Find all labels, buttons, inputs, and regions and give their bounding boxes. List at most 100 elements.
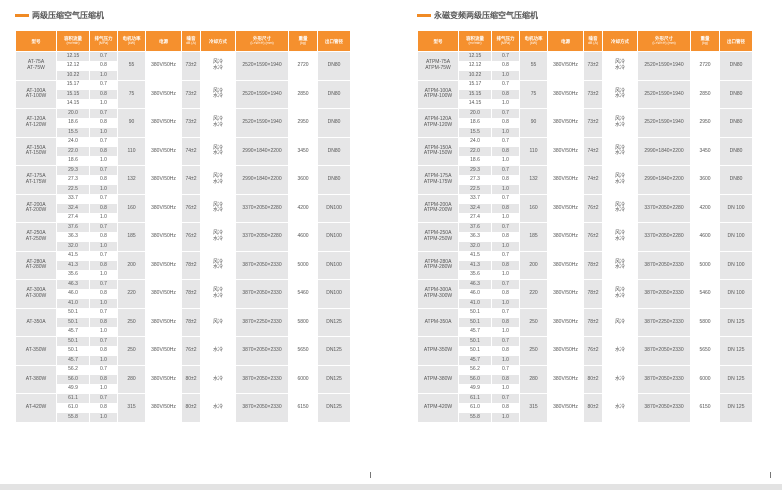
text-line: AT-120A <box>26 116 46 123</box>
text-line: 水冷 <box>212 150 223 157</box>
outlet-cell: DN 125 <box>720 394 752 422</box>
pressure-cell: 0.8 <box>90 318 117 327</box>
flow-cell: 18.6 <box>470 157 480 163</box>
dims-cell: 2520×1590×1940 <box>638 80 690 108</box>
flow-cell: 15.5 <box>57 128 89 137</box>
flow-cell: 32.4 <box>57 204 89 213</box>
left-spec-table: 型号 容积流量 (m³/min) 排气压力 (MPa) 电机功率 (kW) 电源 噪音 dB (A… <box>15 30 351 423</box>
pressure-cell: 1.0 <box>90 242 117 251</box>
text-line: 风冷 <box>212 59 223 66</box>
text-line: 水冷 <box>614 93 625 100</box>
supply-cell: 380V/50Hz <box>553 318 578 325</box>
cooling-cell: 风冷 水冷 <box>603 280 637 308</box>
header-label: 型号 <box>433 38 443 44</box>
flow-cell: 56.0 <box>459 375 491 384</box>
flow-cell: 33.7 <box>68 195 78 201</box>
text-line: AT-75W <box>27 64 45 71</box>
pressure-cell: 0.7 <box>492 223 519 232</box>
text-line: AT-200W <box>25 207 47 214</box>
flow-cell: 41.0 <box>459 299 491 308</box>
flow-cell: 37.6 <box>459 223 491 232</box>
flow-cell: 50.1 <box>470 309 480 315</box>
header-supply: 电源 <box>146 31 181 51</box>
text-line: AT-100W <box>25 93 47 100</box>
flow-cell: 50.1 <box>470 347 480 353</box>
power-cell: 132 <box>520 166 547 194</box>
pressure-cell: 1.0 <box>502 385 509 391</box>
weight-cell: 2850 <box>699 90 711 97</box>
cooling-cell: 水冷 <box>603 394 637 422</box>
cooling-cell: 水冷 <box>201 394 235 422</box>
pressure-cell: 1.0 <box>492 413 519 422</box>
header-noise: 噪音 dB (A) <box>182 31 200 51</box>
weight-cell: 2720 <box>297 62 309 68</box>
dims-cell: 3870×2050×2330 <box>638 394 690 422</box>
table-row: AT-420W 61.1 0.7 315 380V/50Hz 80±2 水冷 3870×205… <box>16 394 350 422</box>
flow-cell: 18.6 <box>68 119 78 125</box>
noise-cell: 78±2 <box>182 251 200 279</box>
table-row: 32.4 0.8 <box>16 204 350 213</box>
dims-cell: 3870×2050×2330 <box>236 251 288 279</box>
cooling-cell: 风冷 水冷 <box>603 109 637 137</box>
weight-cell: 2950 <box>297 119 309 125</box>
noise-cell: 78±2 <box>182 280 200 308</box>
pressure-cell: 0.7 <box>90 109 117 118</box>
flow-cell: 45.7 <box>57 356 89 365</box>
right-section-title: 永磁变频两级压缩空气压缩机 <box>417 10 538 21</box>
table-row: 32.0 1.0 <box>16 242 350 251</box>
outlet-cell: DN 100 <box>720 194 752 222</box>
weight-cell: 6150 <box>297 404 309 410</box>
header-label: 冷却方式 <box>611 38 629 44</box>
dims-cell: 3870×2050×2330 <box>236 365 288 393</box>
cooling-cell: 水冷 <box>603 337 637 365</box>
outlet-cell: DN125 <box>318 394 350 422</box>
noise-cell: 73±2 <box>182 80 200 108</box>
power-cell: 250 <box>118 337 145 365</box>
pressure-cell: 0.7 <box>492 109 519 118</box>
flow-cell: 36.3 <box>68 233 78 239</box>
flow-cell: 36.3 <box>470 233 480 239</box>
pressure-cell: 0.7 <box>492 394 519 403</box>
cooling-cell: 风冷 <box>201 309 235 337</box>
header-model: 型号 <box>16 31 56 51</box>
power-cell: 280 <box>118 365 145 393</box>
supply-cell: 380V/50Hz <box>553 233 578 239</box>
text-line: 风冷 <box>212 173 223 180</box>
power-cell: 55 <box>118 52 145 80</box>
model-cell: AT-75A AT-75W <box>16 52 56 80</box>
text-line: 水冷 <box>614 292 625 299</box>
header-label: 重量 <box>298 36 308 41</box>
table-row: 15.15 0.8 <box>16 90 350 99</box>
table-row: 45.7 1.0 <box>16 328 350 337</box>
outlet-cell: DN80 <box>318 166 350 194</box>
pressure-cell: 0.8 <box>100 119 107 125</box>
text-line: ATPM-120W <box>423 121 453 128</box>
outlet-cell: DN80 <box>720 166 752 194</box>
flow-cell: 46.0 <box>470 290 480 296</box>
noise-cell: 74±2 <box>584 137 602 165</box>
dims-cell: 2520×1590×1940 <box>236 109 288 137</box>
pressure-cell: 1.0 <box>100 100 107 106</box>
text-line: ATPM-350W <box>423 347 453 353</box>
text-line: AT-250W <box>25 235 47 242</box>
table-row: 45.7 1.0 <box>418 328 752 337</box>
text-line: 水冷 <box>212 347 223 353</box>
pressure-cell: 0.7 <box>100 366 107 372</box>
noise-cell: 74±2 <box>182 166 200 194</box>
table-row: 35.6 1.0 <box>16 271 350 280</box>
pressure-cell: 0.8 <box>90 147 117 156</box>
outlet-cell: DN100 <box>318 251 350 279</box>
header-label: 出口管径 <box>727 38 745 44</box>
weight-cell: 6000 <box>699 375 711 382</box>
flow-cell: 24.0 <box>68 138 78 144</box>
noise-cell: 76±2 <box>182 337 200 365</box>
table-row: 22.0 0.8 <box>16 147 350 156</box>
header-label: 电机功率 <box>524 36 543 41</box>
cooling-cell: 风冷 水冷 <box>603 81 637 109</box>
pressure-cell: 0.8 <box>100 290 107 296</box>
power-cell: 200 <box>118 251 145 279</box>
weight-cell: 3600 <box>699 176 711 182</box>
power-cell: 110 <box>118 137 145 165</box>
header-unit: (kW) <box>127 41 136 45</box>
text-line: 水冷 <box>614 207 625 214</box>
